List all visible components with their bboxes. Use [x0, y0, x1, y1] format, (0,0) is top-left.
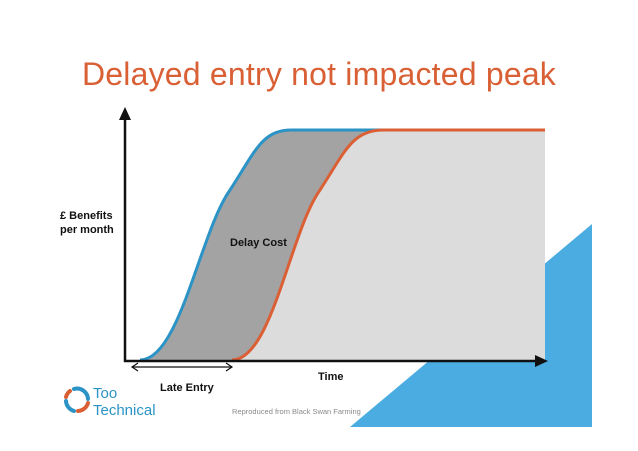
- delay-cost-label: Delay Cost: [230, 237, 287, 249]
- early-entry-curve: [139, 128, 385, 362]
- late-entry-curve: [231, 128, 545, 362]
- y-axis-label-line1: £ Benefits: [60, 210, 113, 222]
- delay-cost-area: [140, 130, 385, 360]
- late-entry-label: Late Entry: [160, 382, 215, 394]
- slide-title: Delayed entry not impacted peak: [81, 56, 557, 92]
- late-entry-arrow-left-head: [130, 362, 139, 372]
- logo-text-line1: Too: [93, 385, 117, 402]
- benefit-area: [232, 130, 545, 360]
- y-axis-arrowhead: [119, 107, 131, 120]
- too-technical-logo: Too Technical: [64, 385, 156, 419]
- source-credit: Reproduced from Black Swan Farming: [232, 407, 361, 416]
- x-axis-label: Time: [318, 371, 343, 383]
- x-axis-arrowhead: [535, 355, 548, 367]
- logo-text-line2: Technical: [93, 402, 156, 419]
- late-entry-arrow-right-head: [225, 362, 234, 372]
- y-axis-label-line2: per month: [60, 224, 114, 236]
- logo-mark-icon: [64, 386, 90, 413]
